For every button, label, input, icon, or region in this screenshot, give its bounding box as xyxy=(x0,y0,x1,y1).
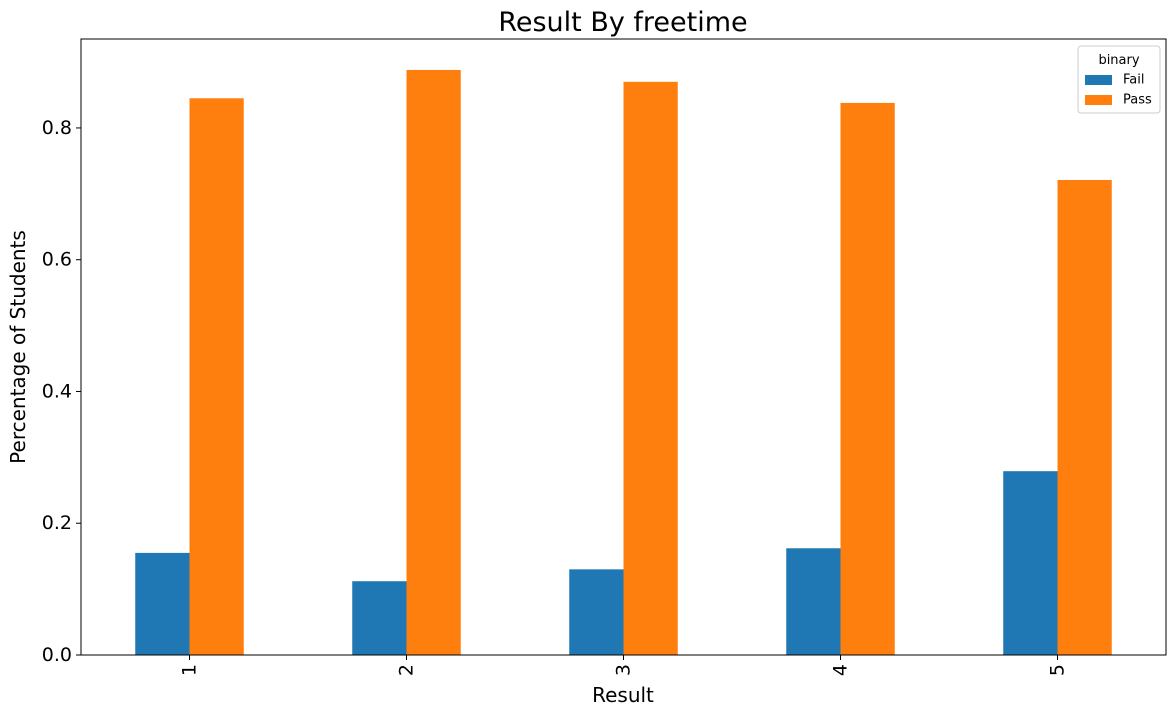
x-tick-label: 3 xyxy=(613,664,635,676)
x-tick-label: 2 xyxy=(396,664,418,676)
bar-fail-1 xyxy=(135,552,190,655)
y-tick-label: 0.8 xyxy=(42,117,72,139)
x-tick-label: 5 xyxy=(1047,664,1069,676)
y-axis: 0.0 0.2 0.4 0.6 0.8 xyxy=(42,117,81,666)
bar-pass-5 xyxy=(1057,179,1112,656)
plot-area xyxy=(135,69,1112,656)
bar-fail-3 xyxy=(569,569,624,655)
bar-fail-2 xyxy=(352,581,407,655)
y-tick-label: 0.4 xyxy=(42,380,72,402)
legend-swatch-fail xyxy=(1085,75,1112,85)
bar-fail-5 xyxy=(1003,471,1058,655)
y-tick-label: 0.6 xyxy=(42,249,72,271)
bar-pass-1 xyxy=(189,98,244,655)
legend-label-fail: Fail xyxy=(1123,73,1144,88)
bar-pass-2 xyxy=(406,69,461,655)
chart-title: Result By freetime xyxy=(498,7,747,38)
y-tick-label: 0.2 xyxy=(42,512,72,534)
legend: binary Fail Pass xyxy=(1077,45,1161,114)
y-axis-title: Percentage of Students xyxy=(6,230,30,464)
bar-pass-4 xyxy=(840,102,895,655)
x-axis: 1 2 3 4 5 xyxy=(179,655,1069,676)
legend-swatch-pass xyxy=(1085,95,1112,105)
legend-title: binary xyxy=(1098,53,1139,68)
x-tick-label: 4 xyxy=(830,664,852,676)
y-tick-label: 0.0 xyxy=(42,644,72,666)
x-axis-title: Result xyxy=(592,683,654,707)
x-tick-label: 1 xyxy=(179,664,201,676)
bar-pass-3 xyxy=(623,81,678,655)
bar-fail-4 xyxy=(786,548,841,655)
legend-label-pass: Pass xyxy=(1123,93,1152,108)
